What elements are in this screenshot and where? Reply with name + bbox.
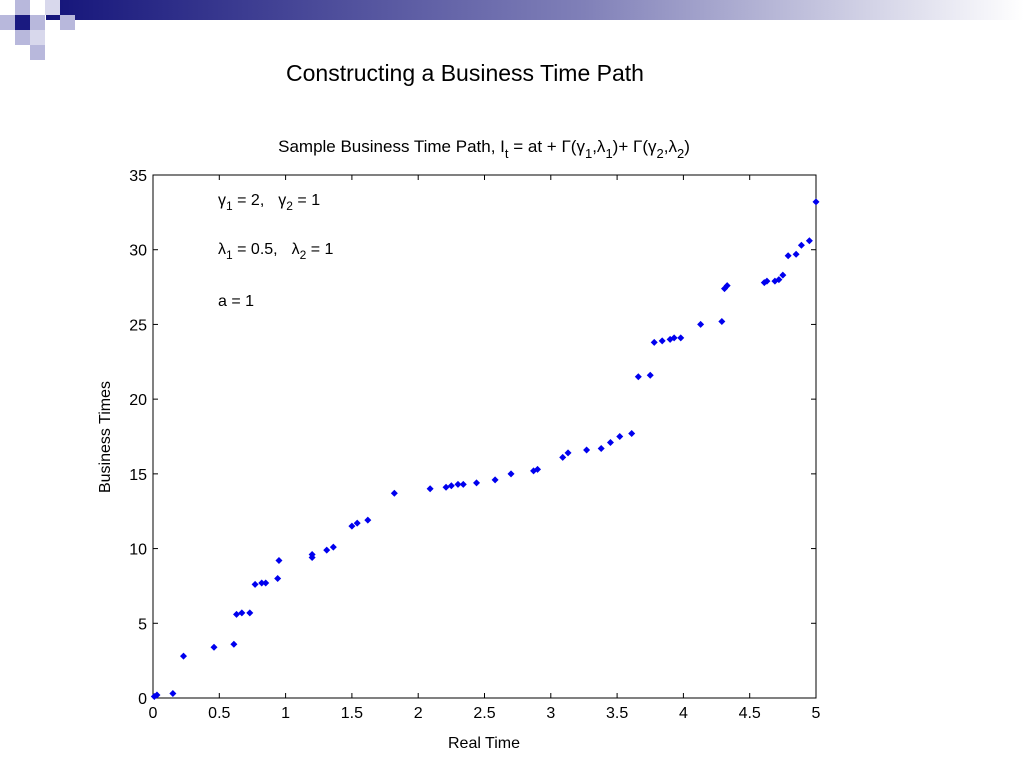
data-point — [447, 482, 455, 490]
data-point — [329, 543, 337, 551]
data-point — [251, 580, 259, 588]
x-tick-label: 0 — [149, 705, 158, 722]
data-point — [426, 485, 434, 493]
data-point — [459, 480, 467, 488]
data-point — [650, 338, 658, 346]
x-tick-labels: 0 0.5 1 1.5 2 2.5 3 3.5 4 4.5 5 — [149, 705, 821, 722]
data-point — [323, 546, 331, 554]
data-point — [670, 334, 678, 342]
data-point — [723, 282, 731, 290]
data-point — [697, 320, 705, 328]
x-tick-label: 4 — [679, 705, 688, 722]
data-point — [779, 271, 787, 279]
slide-title: Constructing a Business Time Path — [286, 60, 644, 86]
x-tick-label: 1.5 — [341, 705, 363, 722]
y-tick-label: 10 — [129, 542, 147, 559]
data-point — [564, 449, 572, 457]
x-tick-label: 3.5 — [606, 705, 628, 722]
data-point — [230, 640, 238, 648]
x-tick-label: 0.5 — [208, 705, 230, 722]
data-point — [646, 371, 654, 379]
header-gradient-bar — [46, 0, 1024, 20]
data-point — [805, 237, 813, 245]
y-tick-label: 35 — [129, 168, 147, 185]
y-tick-label: 30 — [129, 243, 147, 260]
x-tick-label: 2 — [414, 705, 423, 722]
data-point — [153, 691, 161, 699]
data-point — [775, 276, 783, 284]
data-point — [169, 690, 177, 698]
decor-square-7 — [30, 30, 45, 45]
data-point — [763, 277, 771, 285]
plot-area — [152, 174, 817, 699]
data-point — [238, 609, 246, 617]
annotation-lambda: λ1 = 0.5, λ2 = 1 — [218, 241, 334, 262]
chart-title: Sample Business Time Path, It = at + Γ(γ… — [278, 137, 690, 161]
decor-square-6 — [15, 30, 30, 45]
y-tick-label: 0 — [138, 691, 147, 708]
data-point — [353, 519, 361, 527]
data-point — [784, 252, 792, 260]
data-point — [454, 480, 462, 488]
data-point — [233, 610, 241, 618]
data-point — [658, 337, 666, 345]
data-point — [210, 643, 218, 651]
y-tick-labels: 0 5 10 15 20 25 30 35 — [129, 168, 147, 708]
data-point — [275, 557, 283, 565]
y-tick-label: 5 — [138, 616, 147, 633]
data-point — [507, 470, 515, 478]
annotation-gamma: γ1 = 2, γ2 = 1 — [218, 192, 320, 213]
data-point — [559, 453, 567, 461]
data-point — [258, 579, 266, 587]
decor-square-10 — [60, 15, 75, 30]
data-point — [628, 430, 636, 438]
data-point — [246, 609, 254, 617]
x-tick-label: 5 — [812, 705, 821, 722]
data-point — [616, 433, 624, 440]
decor-square-9 — [45, 0, 60, 15]
decor-square-2 — [15, 0, 30, 15]
x-axis-label: Real Time — [448, 735, 520, 752]
y-tick-label: 20 — [129, 392, 147, 409]
data-point — [583, 446, 591, 454]
decor-square-1 — [0, 0, 15, 15]
data-point — [792, 250, 800, 258]
data-point — [390, 489, 398, 497]
data-point — [534, 465, 542, 473]
decor-square-4 — [15, 15, 30, 30]
data-point — [364, 516, 372, 524]
slide-header-decoration — [0, 0, 1024, 60]
data-point — [597, 444, 605, 452]
x-tick-label: 2.5 — [473, 705, 495, 722]
data-point — [797, 241, 805, 249]
data-point — [442, 483, 450, 491]
decor-square-5 — [30, 15, 45, 30]
x-tick-label: 1 — [281, 705, 290, 722]
x-tick-label: 3 — [546, 705, 555, 722]
x-tick-label: 4.5 — [739, 705, 761, 722]
data-point — [348, 522, 356, 530]
data-point — [812, 198, 820, 206]
data-markers — [150, 198, 820, 701]
axis-ticks — [152, 174, 817, 699]
data-point — [606, 438, 614, 446]
data-point — [262, 579, 270, 587]
data-point — [473, 479, 481, 487]
data-point — [308, 551, 316, 559]
data-point — [179, 652, 187, 660]
y-tick-label: 25 — [129, 317, 147, 334]
data-point — [491, 476, 499, 484]
decor-square-8 — [30, 45, 45, 60]
data-point — [718, 317, 726, 325]
data-point — [677, 334, 685, 342]
y-axis-label: Business Times — [97, 381, 114, 493]
data-point — [634, 373, 642, 381]
decor-square-3 — [0, 15, 15, 30]
data-point — [274, 574, 282, 582]
annotation-a: a = 1 — [218, 293, 254, 310]
y-tick-label: 15 — [129, 467, 147, 484]
